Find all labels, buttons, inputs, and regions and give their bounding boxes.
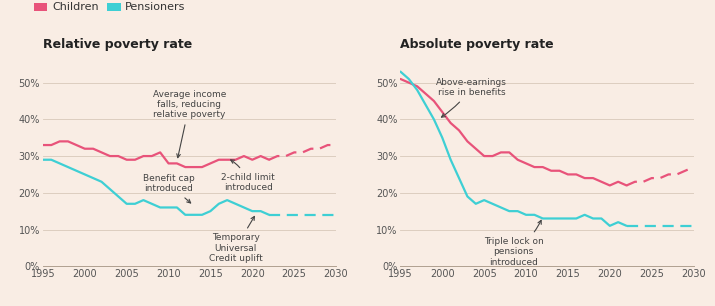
- Text: Absolute poverty rate: Absolute poverty rate: [400, 38, 554, 51]
- Text: Triple lock on
pensions
introduced: Triple lock on pensions introduced: [483, 220, 543, 267]
- Text: Benefit cap
introduced: Benefit cap introduced: [143, 174, 194, 203]
- Text: Above-earnings
rise in benefits: Above-earnings rise in benefits: [436, 78, 507, 117]
- Text: 2-child limit
introduced: 2-child limit introduced: [221, 160, 275, 192]
- Text: Average income
falls, reducing
relative poverty: Average income falls, reducing relative …: [153, 90, 226, 158]
- Text: Temporary
Universal
Credit uplift: Temporary Universal Credit uplift: [209, 216, 262, 263]
- Legend: Children, Pensioners: Children, Pensioners: [34, 2, 186, 13]
- Text: Relative poverty rate: Relative poverty rate: [43, 38, 192, 51]
